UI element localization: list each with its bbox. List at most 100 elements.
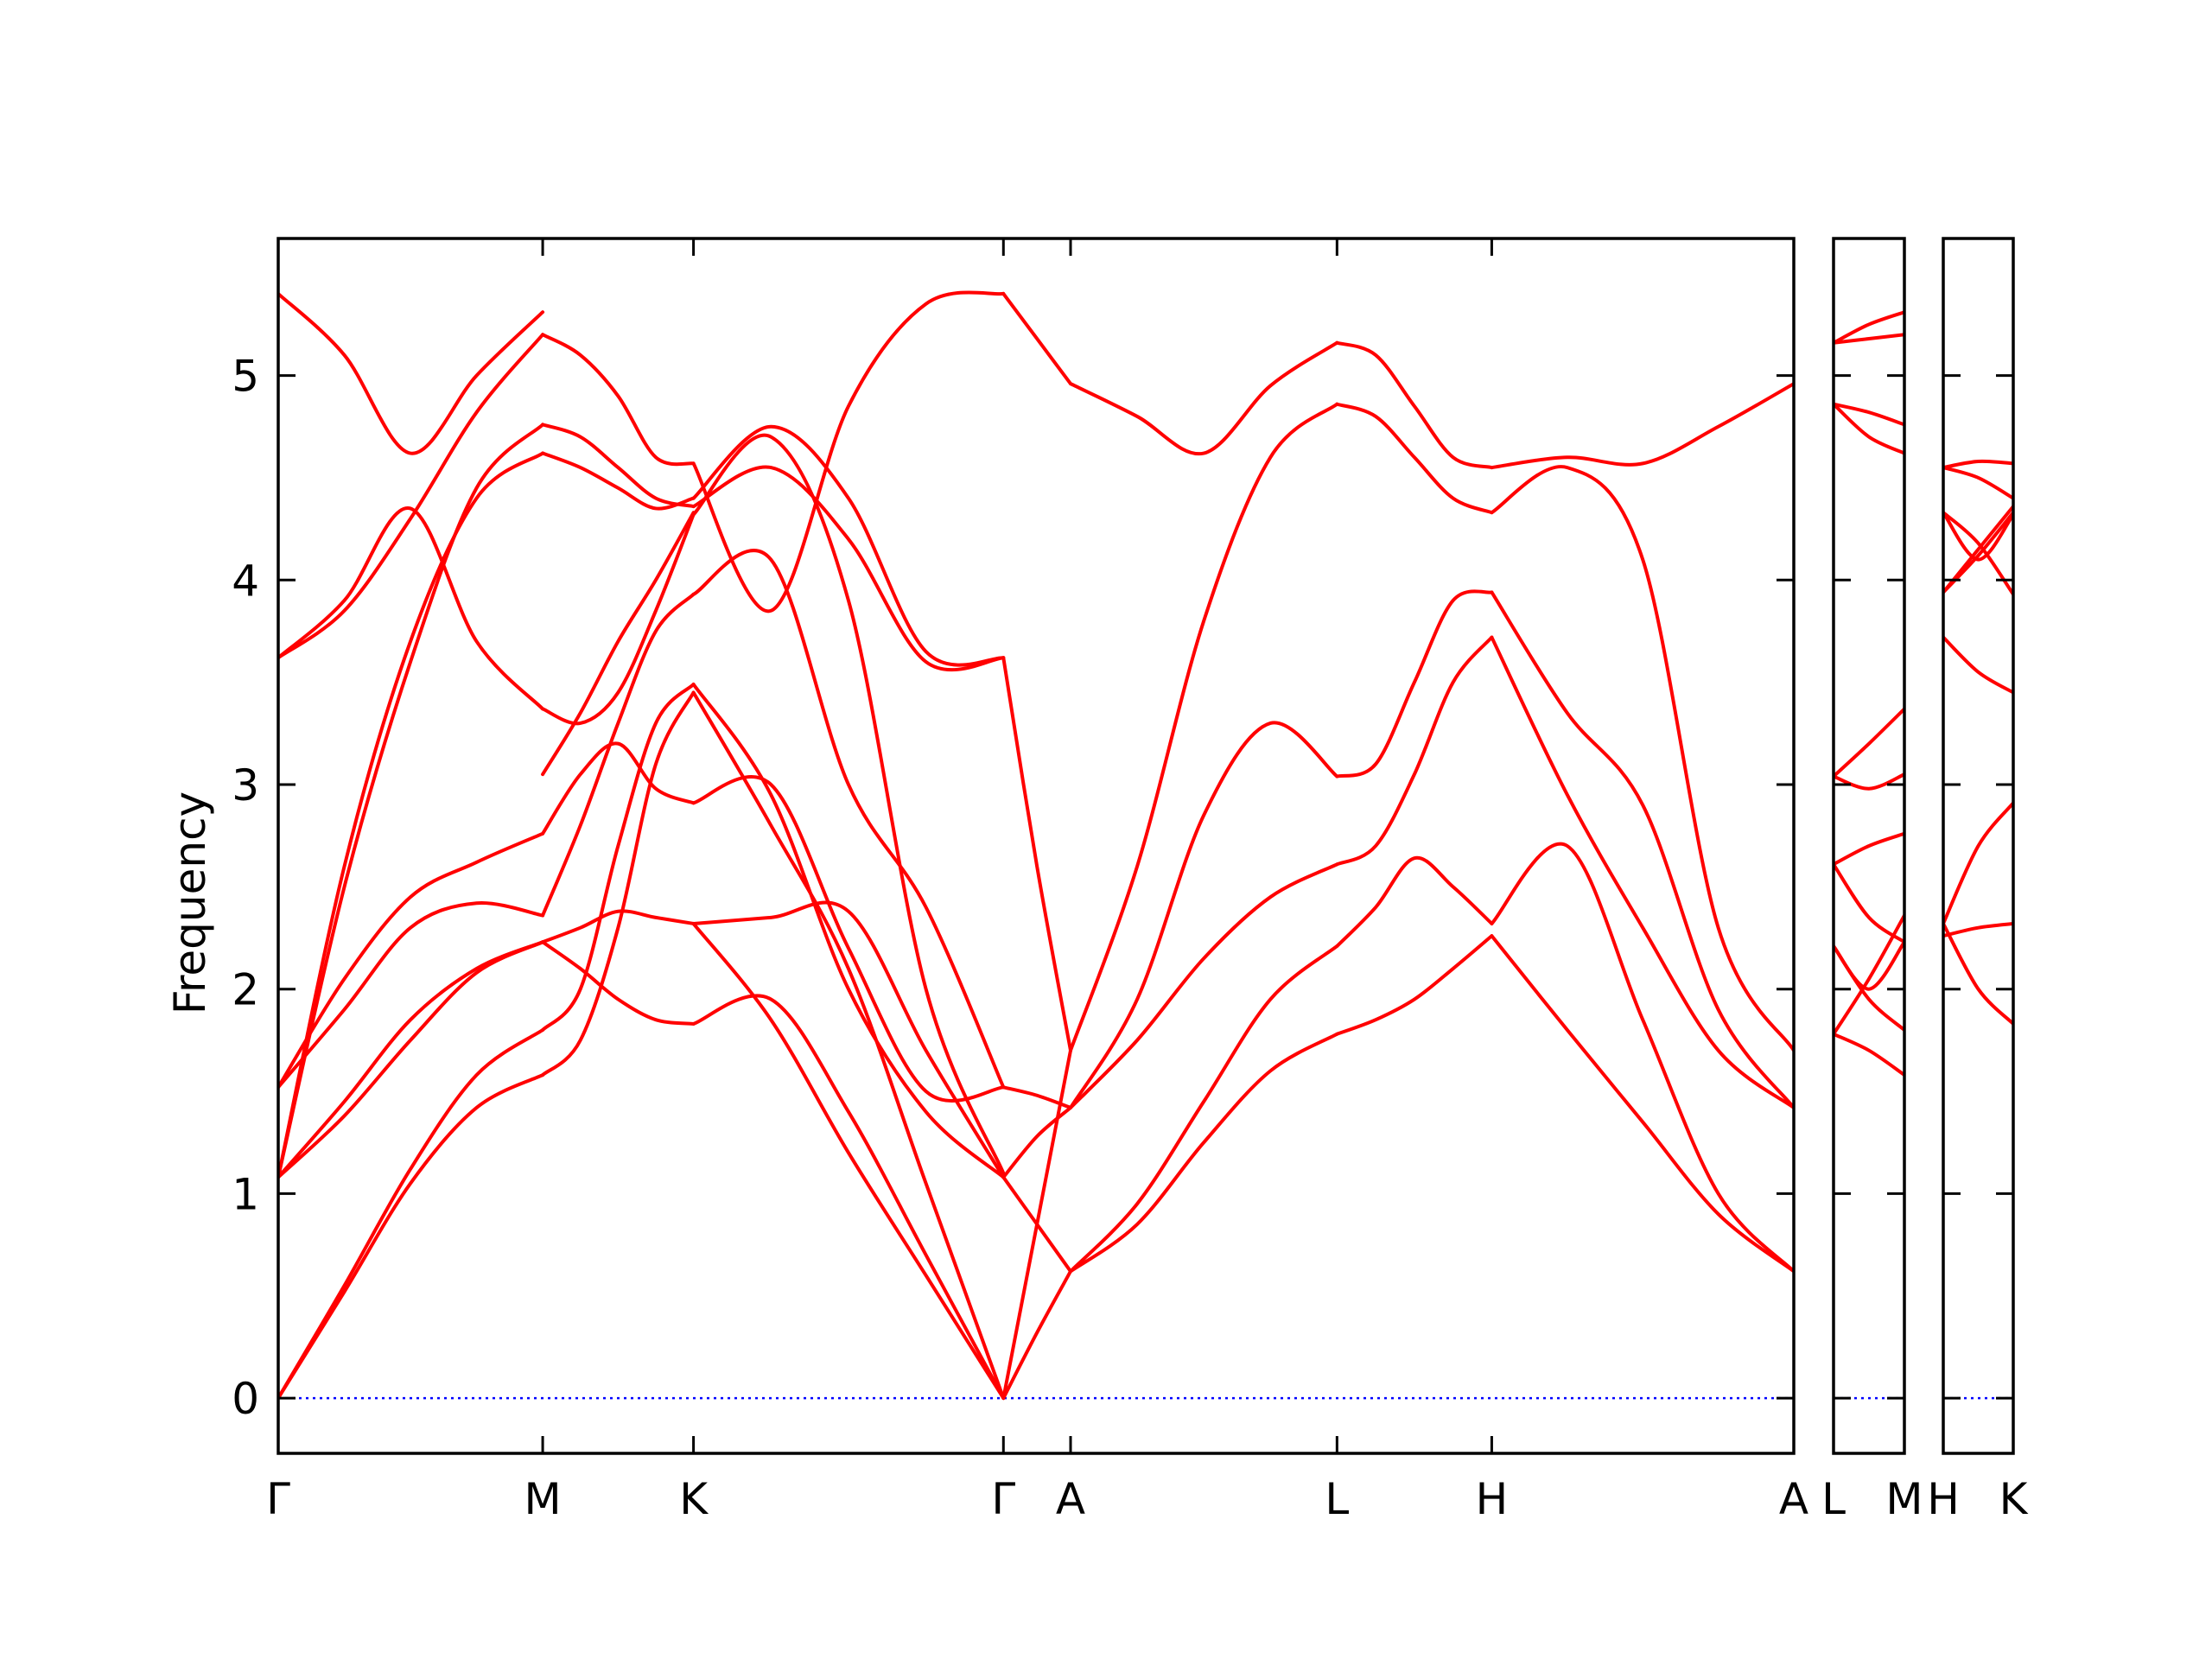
band-11-L-M	[1834, 333, 1904, 345]
band-8-M-K	[541, 511, 696, 777]
band-1-M-K	[541, 690, 696, 1077]
band-1-H-K	[1943, 921, 2013, 938]
band-8-Γ-M	[278, 423, 545, 1179]
band-3-A-L	[1068, 862, 1339, 1109]
x-tick-label-H: H	[1476, 1474, 1509, 1524]
band-1-K-Γ	[691, 921, 1006, 1401]
bands-panel-3	[1943, 459, 2013, 1400]
band-6-H-A	[1490, 382, 1794, 470]
band-4-H-A	[1490, 590, 1794, 1109]
band-8-H-K	[1943, 466, 2013, 500]
x-tick-label-L: L	[1821, 1474, 1846, 1524]
band-4-K-Γ	[691, 683, 1006, 1179]
band-7-K-Γ	[691, 549, 1006, 1090]
band-5-H-A	[1490, 465, 1794, 1052]
y-axis-label: Frequency	[165, 791, 215, 1014]
band-7-Γ-A	[1001, 291, 1072, 386]
band-4-L-M	[1834, 862, 1904, 944]
band-10-Γ-M	[278, 333, 545, 660]
band-4-A-L	[1068, 721, 1339, 1109]
band-5-K-Γ	[691, 900, 1006, 1179]
band-9-K-Γ	[691, 465, 1006, 672]
x-tick-label-A: A	[1056, 1474, 1085, 1524]
band-8-L-M	[1834, 707, 1904, 779]
band-4-M-K	[541, 909, 696, 944]
band-4-H-K	[1943, 635, 2013, 695]
x-tick-label-L: L	[1325, 1474, 1349, 1524]
band-3-L-H	[1335, 635, 1494, 867]
band-4-Γ-A	[1001, 1105, 1072, 1179]
band-4-L-H	[1335, 589, 1494, 779]
y-tick-label: 3	[232, 760, 259, 810]
band-3-Γ-M	[278, 940, 545, 1179]
axis-frame-panel-1	[276, 237, 1796, 1455]
band-7-L-M	[1834, 772, 1904, 791]
band-2-H-A	[1490, 842, 1794, 1274]
y-tick-label: 1	[232, 1169, 259, 1219]
band-6-L-M	[1834, 831, 1904, 867]
band-2-A-L	[1068, 944, 1339, 1274]
band-12-L-M	[1834, 310, 1904, 345]
band-9-Γ-M	[278, 506, 545, 711]
band-10-L-M	[1834, 402, 1904, 427]
y-tick-label: 0	[232, 1374, 259, 1424]
x-tick-label-K: K	[679, 1474, 709, 1524]
band-3-Γ-A	[1001, 1175, 1072, 1274]
band-5-L-M	[1834, 913, 1904, 1036]
band-2-L-H	[1335, 855, 1494, 948]
band-6-Γ-A	[1001, 656, 1072, 1052]
band-1-H-A	[1490, 934, 1794, 1274]
band-6-Γ-M	[278, 831, 545, 1090]
x-tick-label-A: A	[1779, 1474, 1808, 1524]
band-5-Γ-M	[278, 901, 545, 1090]
band-1-Γ-M	[278, 1073, 545, 1401]
x-tick-label-M: M	[1885, 1474, 1923, 1524]
band-7-Γ-M	[278, 451, 545, 1179]
y-tick-label: 5	[232, 352, 259, 402]
y-tick-label: 4	[232, 556, 259, 606]
bands-panel-1	[278, 290, 1794, 1401]
band-6-H-K	[1943, 505, 2013, 594]
band-10-H-K	[1943, 459, 2013, 470]
band-5-M-K	[541, 592, 696, 918]
bands-panel-2	[1834, 310, 1904, 1400]
band-11-K-Γ	[691, 290, 1006, 613]
band-3-H-A	[1490, 635, 1794, 1109]
band-3-K-Γ	[691, 690, 1006, 1401]
band-10-M-K	[541, 423, 696, 509]
x-tick-label-Γ: Γ	[266, 1474, 290, 1524]
axis-frame-panel-2	[1832, 237, 1906, 1455]
y-tick-label: 2	[232, 965, 259, 1015]
band-1-L-M	[1834, 1032, 1904, 1077]
band-3-L-M	[1834, 940, 1904, 991]
x-tick-label-Γ: Γ	[991, 1474, 1015, 1524]
band-8-K-Γ	[691, 433, 1006, 1175]
band-6-K-Γ	[691, 775, 1006, 1103]
band-1-L-H	[1335, 934, 1494, 1036]
band-9-H-K	[1943, 511, 2013, 562]
band-10-K-Γ	[691, 424, 1006, 667]
band-5-Γ-A	[1001, 1085, 1072, 1109]
band-7-H-K	[1943, 511, 2013, 596]
band-11-Γ-M	[278, 291, 545, 455]
band-5-L-H	[1335, 402, 1494, 515]
band-1-A-L	[1068, 1032, 1339, 1274]
band-6-A-L	[1068, 340, 1339, 456]
band-5-A-L	[1068, 402, 1339, 1052]
band-1-Γ-A	[1001, 1269, 1072, 1401]
x-tick-label-K: K	[1999, 1474, 2029, 1524]
band-9-M-K	[541, 451, 696, 511]
band-9-L-M	[1834, 402, 1904, 455]
band-6-L-H	[1335, 340, 1494, 470]
band-6-M-K	[541, 741, 696, 836]
axis-frame-panel-3	[1942, 237, 2015, 1455]
x-tick-label-M: M	[524, 1474, 562, 1524]
x-tick-label-H: H	[1927, 1474, 1960, 1524]
band-4-Γ-M	[278, 940, 545, 1179]
band-7-M-K	[541, 512, 696, 726]
